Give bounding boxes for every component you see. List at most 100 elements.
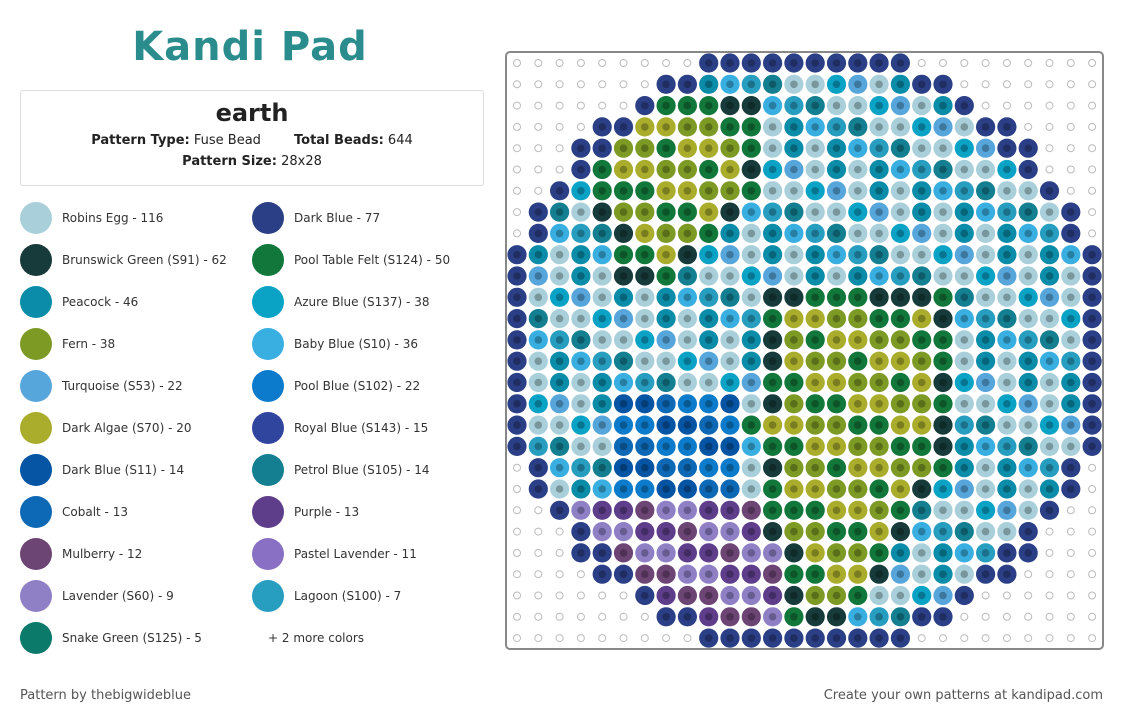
bead-hole bbox=[832, 144, 841, 152]
bead-hole bbox=[577, 229, 585, 238]
bead bbox=[571, 351, 591, 371]
bead-hole bbox=[939, 101, 947, 110]
bead bbox=[890, 372, 910, 393]
peg bbox=[513, 527, 521, 536]
bead-hole bbox=[875, 229, 883, 238]
bead-hole bbox=[917, 123, 926, 131]
bead-hole bbox=[854, 187, 862, 195]
bead-hole bbox=[768, 208, 777, 216]
bead-hole bbox=[832, 80, 841, 89]
bead bbox=[826, 202, 847, 222]
bead bbox=[763, 351, 783, 371]
bead-hole bbox=[1024, 314, 1032, 323]
bead-hole bbox=[598, 314, 606, 323]
bead bbox=[890, 479, 910, 499]
bead bbox=[763, 436, 783, 456]
bead-hole bbox=[747, 293, 756, 302]
bead-hole bbox=[896, 80, 905, 89]
bead-hole bbox=[1024, 527, 1032, 536]
bead-hole bbox=[1067, 208, 1075, 216]
bead-hole bbox=[641, 123, 649, 131]
bead-hole bbox=[1045, 293, 1054, 302]
bead-hole bbox=[577, 357, 585, 366]
bead bbox=[954, 479, 974, 499]
bead bbox=[912, 607, 932, 627]
bead-hole bbox=[896, 570, 905, 578]
bead bbox=[933, 245, 953, 265]
bead-hole bbox=[704, 187, 713, 195]
peg bbox=[513, 165, 521, 174]
bead bbox=[1039, 309, 1060, 329]
bead-hole bbox=[768, 570, 777, 578]
bead bbox=[550, 287, 570, 307]
bead bbox=[997, 394, 1017, 414]
bead bbox=[763, 458, 783, 478]
bead-hole bbox=[960, 229, 969, 238]
bead bbox=[912, 479, 932, 499]
bead bbox=[976, 181, 996, 201]
bead-hole bbox=[641, 442, 649, 451]
bead bbox=[656, 564, 676, 584]
bead bbox=[741, 245, 761, 265]
bead-hole bbox=[768, 421, 777, 429]
info-row: Pattern Size: 28x28 bbox=[21, 154, 483, 169]
bead bbox=[635, 351, 655, 371]
bead-hole bbox=[790, 229, 798, 238]
bead bbox=[741, 479, 761, 499]
bead bbox=[784, 564, 804, 584]
label: Pattern Size: bbox=[182, 154, 277, 169]
bead-hole bbox=[577, 527, 585, 536]
bead bbox=[805, 628, 825, 648]
color-label: Brunswick Green (S91) - 62 bbox=[62, 253, 227, 267]
bead-hole bbox=[917, 613, 926, 621]
bead-hole bbox=[534, 229, 543, 238]
bead-hole bbox=[832, 187, 841, 195]
bead-hole bbox=[1045, 400, 1054, 408]
bead bbox=[890, 266, 910, 286]
bead bbox=[677, 266, 697, 286]
bead bbox=[848, 543, 868, 563]
bead-hole bbox=[577, 144, 585, 152]
bead bbox=[890, 287, 910, 307]
bead-hole bbox=[1003, 123, 1011, 131]
bead bbox=[933, 415, 953, 435]
bead-hole bbox=[598, 485, 606, 493]
peg bbox=[1088, 186, 1097, 195]
bead-hole bbox=[577, 549, 585, 557]
bead-hole bbox=[1088, 378, 1096, 387]
bead bbox=[656, 394, 676, 414]
bead bbox=[912, 330, 932, 350]
bead bbox=[507, 245, 527, 265]
bead-hole bbox=[917, 400, 926, 408]
bead-hole bbox=[662, 165, 670, 174]
bead-hole bbox=[747, 272, 756, 280]
bead-hole bbox=[917, 293, 926, 302]
bead bbox=[976, 372, 996, 393]
bead-hole bbox=[619, 165, 628, 174]
peg bbox=[598, 634, 607, 643]
bead bbox=[805, 500, 825, 520]
logo[interactable]: Kandi Pad bbox=[132, 24, 368, 70]
peg bbox=[513, 80, 521, 89]
bead-hole bbox=[917, 229, 926, 238]
bead-hole bbox=[854, 549, 862, 557]
peg bbox=[555, 144, 564, 153]
peg bbox=[513, 506, 521, 515]
promo[interactable]: Create your own patterns at kandipad.com bbox=[823, 688, 1103, 703]
bead bbox=[741, 415, 761, 435]
peg bbox=[1088, 506, 1097, 515]
bead-hole bbox=[854, 613, 862, 621]
bead-hole bbox=[917, 357, 926, 366]
color-label: Peacock - 46 bbox=[62, 295, 139, 309]
bead bbox=[550, 309, 570, 329]
peg bbox=[662, 634, 671, 643]
peg bbox=[1066, 165, 1075, 174]
bead-hole bbox=[1003, 421, 1011, 429]
bead-hole bbox=[1088, 272, 1096, 280]
bead bbox=[592, 117, 612, 137]
bead-hole bbox=[726, 591, 734, 600]
bead-hole bbox=[747, 357, 756, 366]
bead bbox=[869, 500, 889, 520]
bead bbox=[677, 372, 697, 393]
bead-hole bbox=[513, 250, 521, 259]
